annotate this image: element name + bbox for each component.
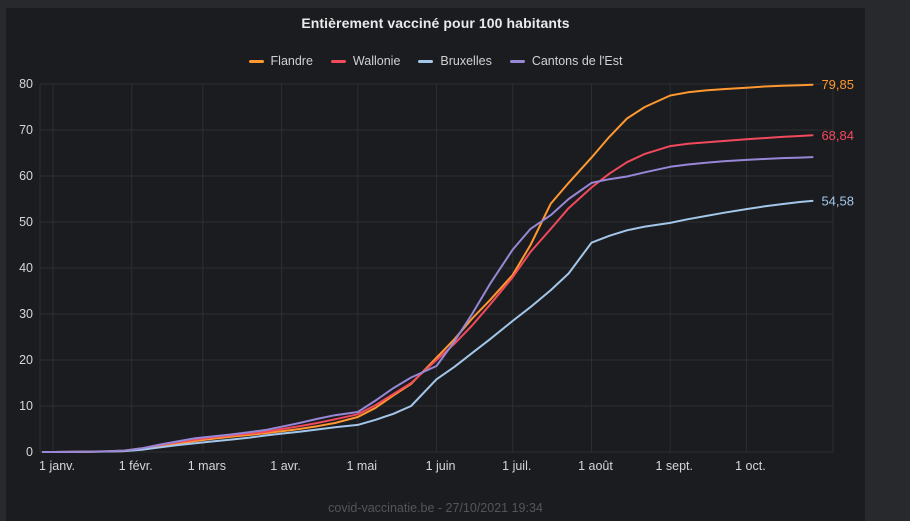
y-tick-label: 20 xyxy=(19,353,33,367)
y-tick-label: 80 xyxy=(19,77,33,91)
chart-panel: Entièrement vacciné pour 100 habitants F… xyxy=(6,8,865,521)
x-tick-label: 1 mai xyxy=(347,459,378,473)
x-tick-label: 1 oct. xyxy=(735,459,766,473)
legend-label-flandre: Flandre xyxy=(270,54,313,68)
series-end-label-flandre: 79,85 xyxy=(821,77,854,92)
legend: Flandre Wallonie Bruxelles Cantons de l'Est xyxy=(6,54,865,68)
legend-label-wallonie: Wallonie xyxy=(352,54,401,68)
x-tick-label: 1 juil. xyxy=(502,459,531,473)
y-tick-label: 50 xyxy=(19,215,33,229)
legend-label-cantons-de-l-est: Cantons de l'Est xyxy=(531,54,623,68)
series-line-wallonie xyxy=(41,134,814,453)
legend-swatch-bruxelles xyxy=(418,59,434,63)
y-tick-label: 40 xyxy=(19,261,33,275)
y-tick-label: 30 xyxy=(19,307,33,321)
series-end-label-bruxelles: 54,58 xyxy=(821,193,854,208)
chart-title: Entièrement vacciné pour 100 habitants xyxy=(301,15,570,31)
x-tick-label: 1 janv. xyxy=(39,459,75,473)
legend-item-bruxelles[interactable]: Bruxelles xyxy=(418,54,492,68)
x-tick-label: 1 mars xyxy=(188,459,226,473)
legend-item-wallonie[interactable]: Wallonie xyxy=(330,54,401,68)
legend-swatch-cantons-de-l-est xyxy=(509,59,525,63)
series-end-label-wallonie: 68,84 xyxy=(821,128,854,143)
x-tick-label: 1 juin xyxy=(426,459,456,473)
y-tick-label: 0 xyxy=(26,445,33,459)
legend-label-bruxelles: Bruxelles xyxy=(440,54,492,68)
source-footer: covid-vaccinatie.be - 27/10/2021 19:34 xyxy=(328,501,543,515)
y-tick-label: 60 xyxy=(19,169,33,183)
y-tick-label: 10 xyxy=(19,399,33,413)
legend-item-cantons-de-l-est[interactable]: Cantons de l'Est xyxy=(509,54,623,68)
legend-swatch-flandre xyxy=(248,59,264,63)
legend-swatch-wallonie xyxy=(330,59,346,63)
series-line-bruxelles xyxy=(41,199,814,453)
legend-item-flandre[interactable]: Flandre xyxy=(248,54,313,68)
x-tick-label: 1 févr. xyxy=(119,459,153,473)
x-tick-label: 1 avr. xyxy=(270,459,301,473)
x-tick-label: 1 sept. xyxy=(655,459,693,473)
x-tick-label: 1 août xyxy=(578,459,613,473)
plot: 0 10 20 30 40 50 60 70 80 1 janv. 1 févr. 1 mars 1 a… xyxy=(19,77,854,473)
y-tick-label: 70 xyxy=(19,123,33,137)
series-line-cantons-de-l-est xyxy=(41,156,814,453)
